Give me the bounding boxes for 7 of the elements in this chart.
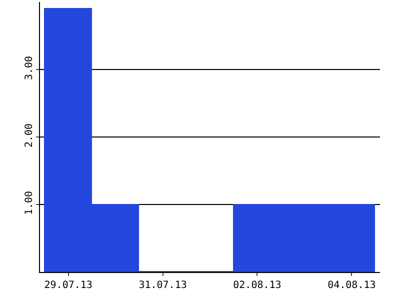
x-tick-label: 04.08.13 [328,280,376,291]
y-tick-label: 3.00 [24,56,35,80]
x-tick-label: 02.08.13 [233,280,282,291]
x-tick-label: 31.07.13 [138,280,187,291]
x-tick-label: 29.07.13 [44,280,92,291]
y-tick-label: 1.00 [24,190,35,216]
y-tick-label: 2.00 [24,123,35,148]
